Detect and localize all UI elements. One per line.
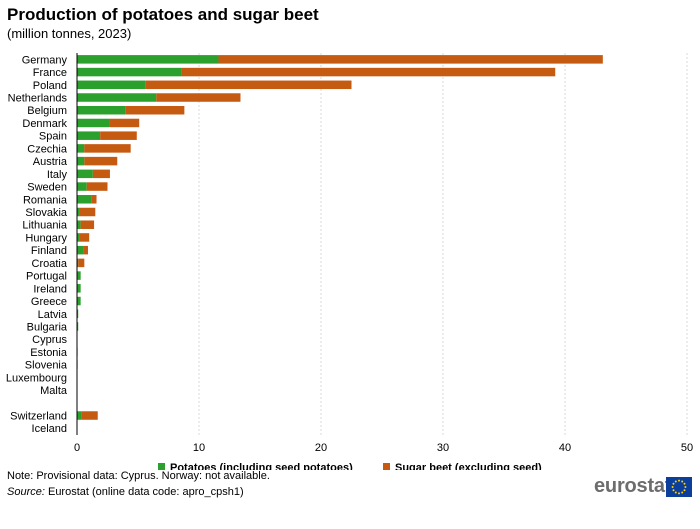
category-label: Italy (47, 169, 68, 181)
category-label: Luxembourg (6, 372, 67, 384)
bar-potatoes (77, 245, 84, 255)
category-label: Cyprus (32, 334, 67, 346)
category-label: Netherlands (8, 93, 68, 105)
x-tick-label: 0 (74, 442, 80, 454)
eu-flag-icon (666, 477, 692, 497)
bar-potatoes (77, 207, 80, 217)
category-label: Spain (39, 131, 67, 143)
bar-potatoes (77, 233, 80, 242)
legend-label-sugar-beet: Sugar beet (excluding seed) (395, 462, 542, 470)
bar-potatoes (77, 105, 126, 115)
bar-sugar-beet (156, 93, 241, 102)
x-tick-label: 20 (315, 442, 327, 454)
bar-sugar-beet (91, 195, 97, 204)
category-label: Bulgaria (27, 321, 68, 333)
bar-potatoes (77, 258, 79, 268)
bar-potatoes (77, 67, 182, 77)
category-label: Iceland (32, 423, 67, 435)
category-label: Greece (31, 296, 67, 308)
bar-sugar-beet (145, 80, 352, 90)
category-label: Belgium (27, 105, 67, 117)
bar-potatoes (77, 156, 85, 166)
source-line: Source: Eurostat (online data code: apro… (7, 486, 244, 498)
bar-potatoes (77, 411, 82, 420)
category-label: Hungary (25, 232, 67, 244)
bar-potatoes (77, 169, 93, 179)
bar-potatoes (77, 55, 219, 64)
source-label: Source: (7, 486, 45, 498)
category-label: France (33, 67, 67, 79)
category-label: Switzerland (10, 411, 67, 423)
category-label: Portugal (26, 271, 67, 283)
bar-sugar-beet (125, 105, 185, 115)
bar-potatoes (77, 284, 81, 293)
bar-sugar-beet (84, 156, 118, 166)
bar-potatoes (77, 220, 81, 229)
x-tick-label: 10 (193, 442, 205, 454)
chart-title: Production of potatoes and sugar beet (7, 5, 319, 24)
bar-sugar-beet (80, 220, 95, 229)
bar-potatoes (77, 131, 101, 140)
category-label: Estonia (30, 347, 68, 359)
bar-potatoes (77, 118, 110, 128)
legend-swatch-sugar-beet (383, 463, 390, 470)
category-label: Slovakia (25, 207, 67, 219)
category-label: Denmark (22, 118, 67, 130)
x-tick-label: 40 (559, 442, 571, 454)
legend-swatch-potatoes (158, 463, 165, 470)
bar-sugar-beet (81, 411, 98, 420)
bar-potatoes (77, 309, 79, 319)
category-label: Ireland (33, 283, 67, 295)
category-label: Czechia (27, 143, 68, 155)
bar-sugar-beet (79, 207, 96, 217)
bar-sugar-beet (92, 169, 110, 179)
bar-sugar-beet (100, 131, 137, 140)
bar-sugar-beet (218, 55, 603, 64)
category-label: Germany (22, 54, 68, 66)
category-label: Poland (33, 80, 67, 92)
category-label: Slovenia (25, 360, 68, 372)
chart-subtitle: (million tonnes, 2023) (7, 26, 132, 41)
bar-potatoes (77, 182, 87, 191)
bar-sugar-beet (181, 67, 556, 77)
x-tick-label: 30 (437, 442, 449, 454)
category-label: Austria (33, 156, 68, 168)
category-label: Latvia (38, 309, 68, 321)
bar-potatoes (77, 80, 146, 90)
category-label: Lithuania (22, 220, 68, 232)
bar-chart: 0 10 20 30 40 50 GermanyFrancePolandNetherland… (6, 53, 693, 470)
bar-sugar-beet (109, 118, 140, 128)
x-tick-label: 50 (681, 442, 693, 454)
legend-label-potatoes: Potatoes (including seed potatoes) (170, 462, 353, 470)
bar-potatoes (77, 271, 81, 280)
bar-sugar-beet (78, 258, 85, 268)
category-label: Malta (40, 385, 68, 397)
category-label: Romania (23, 194, 68, 206)
bar-potatoes (77, 195, 92, 204)
bar-sugar-beet (83, 245, 88, 255)
bar-sugar-beet (86, 182, 108, 191)
bar-potatoes (77, 322, 79, 331)
bar-sugar-beet (79, 233, 90, 242)
logo-wordmark: eurostat (594, 475, 672, 497)
bar-sugar-beet (84, 144, 131, 153)
bar-potatoes (77, 93, 157, 102)
category-label: Finland (31, 245, 67, 257)
category-label: Croatia (32, 258, 68, 270)
footnote: Note: Provisional data: Cyprus. Norway: … (7, 470, 270, 482)
bar-potatoes (77, 296, 81, 306)
category-label: Sweden (27, 182, 67, 194)
source-text: Eurostat (online data code: apro_cpsh1) (44, 486, 244, 498)
bar-potatoes (77, 144, 85, 153)
